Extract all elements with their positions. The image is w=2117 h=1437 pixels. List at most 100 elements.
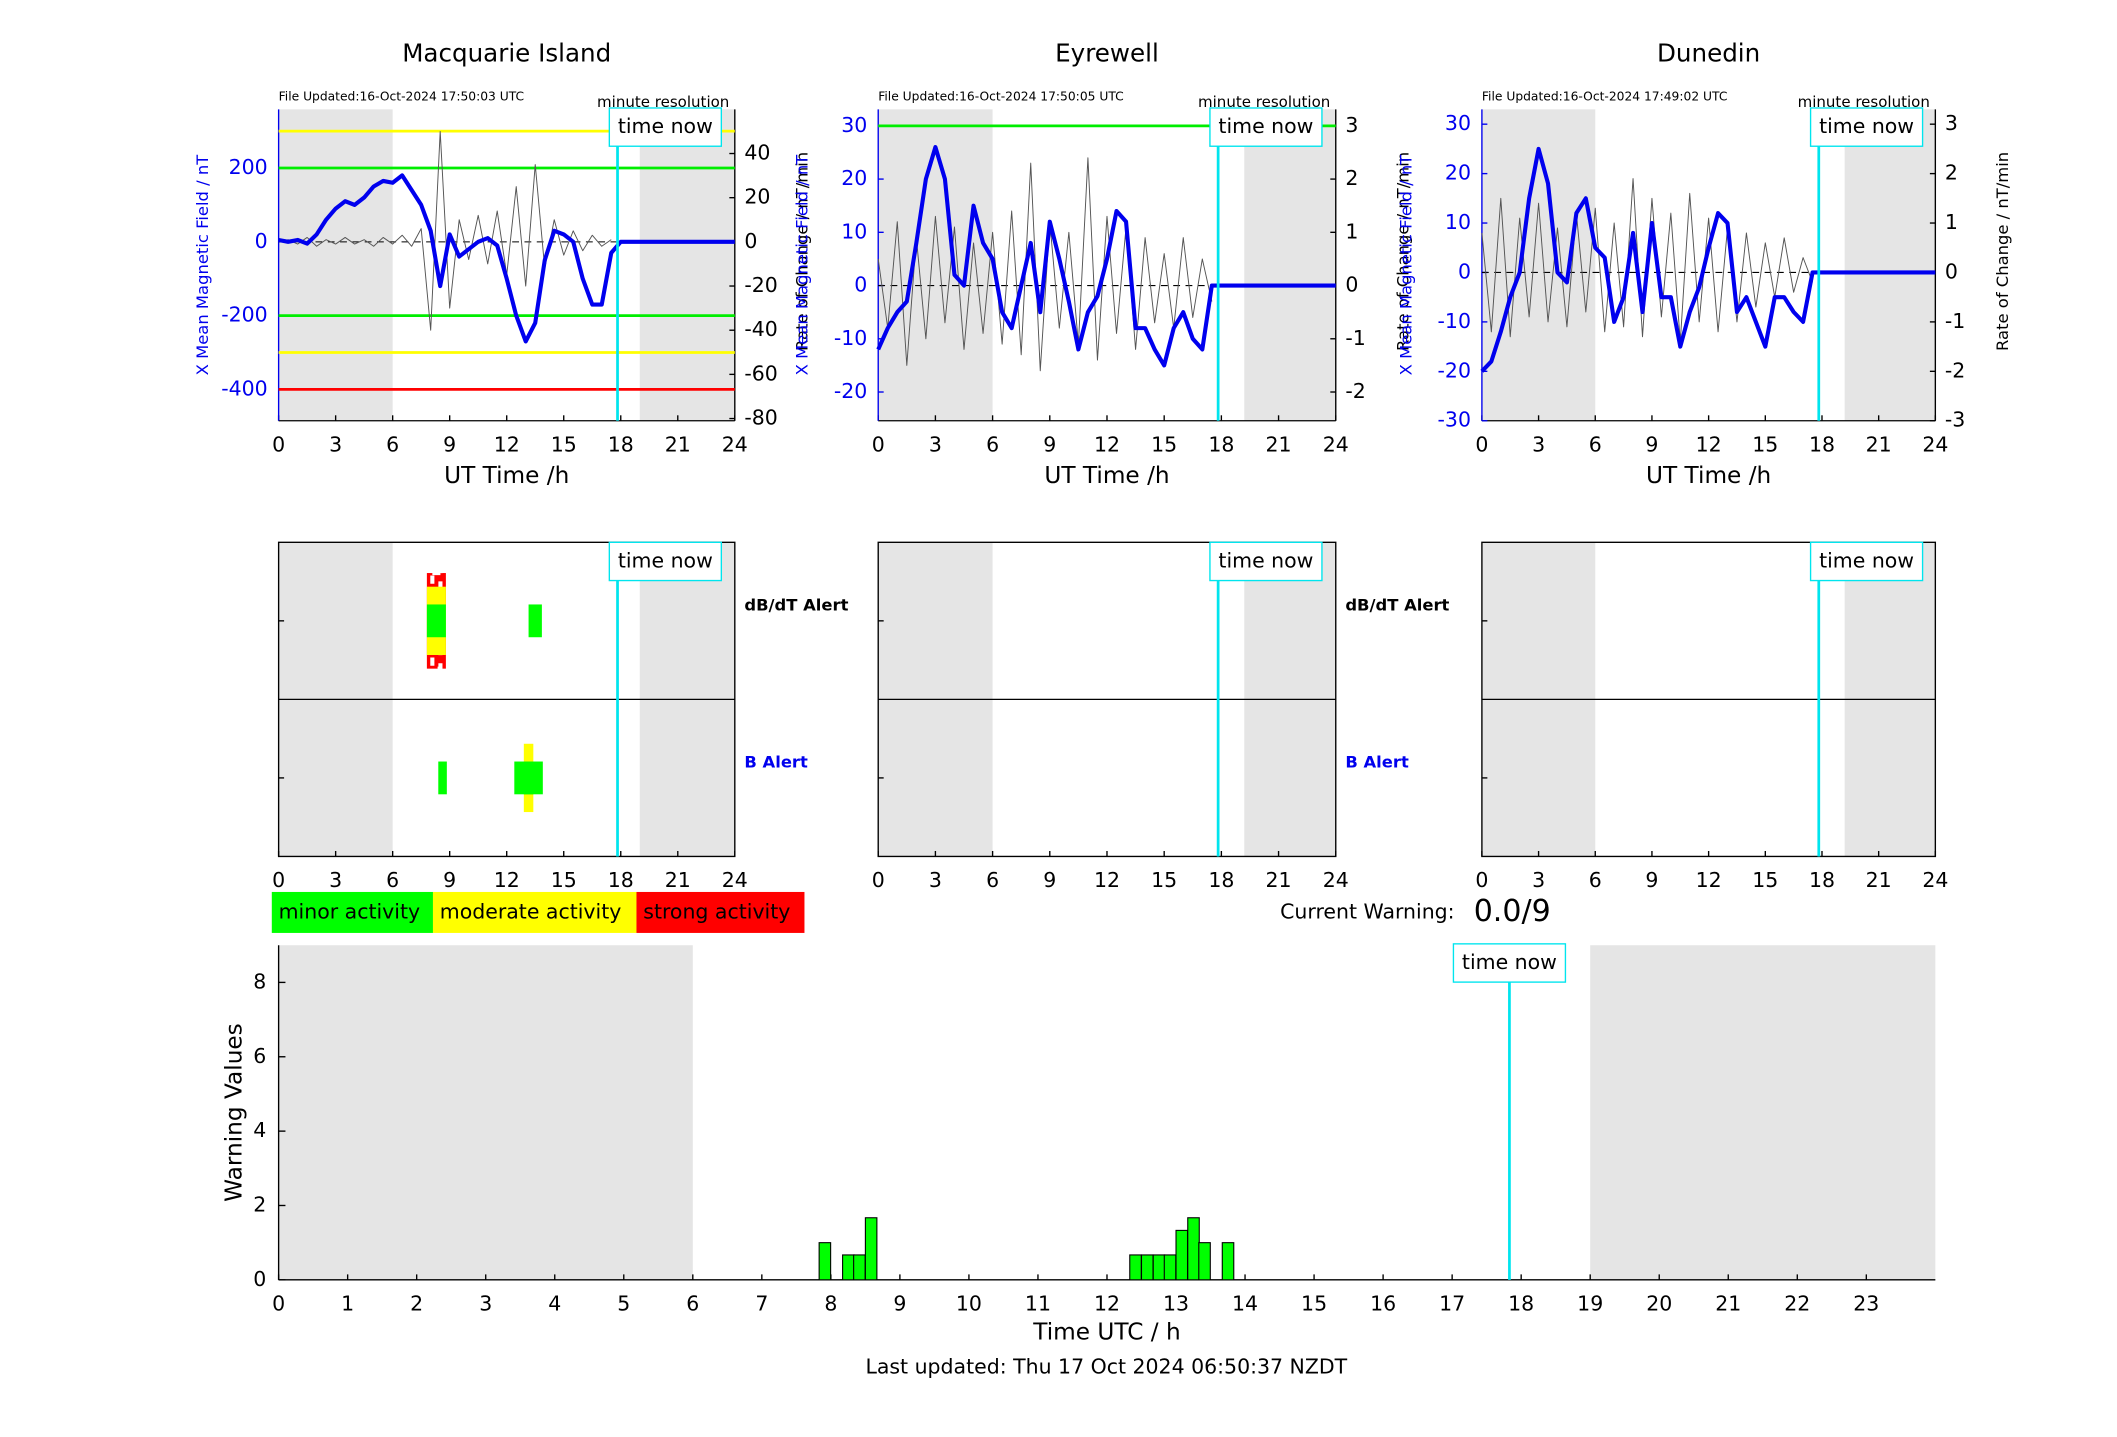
bar: [842, 1254, 855, 1281]
x-tick-label: 21: [1715, 1291, 1741, 1315]
row-label: B Alert: [744, 752, 808, 771]
y2-tick-label: 40: [744, 141, 770, 165]
x-axis-label: Time UTC / h: [1032, 1319, 1180, 1346]
y2-tick-label: -40: [744, 317, 777, 341]
y-tick-label: -400: [221, 376, 267, 400]
x-tick-label: 9: [893, 1291, 906, 1315]
time-now-box: [608, 107, 723, 147]
y2-axis-label: Rate of Change / nT/min: [1394, 152, 1413, 351]
x-tick-label: 3: [1532, 432, 1545, 456]
x-tick-label: 18: [1508, 1291, 1534, 1315]
x-tick-label: 0: [1475, 432, 1488, 456]
y2-tick-label: 2: [1345, 166, 1358, 190]
x-tick-label: 15: [1752, 432, 1778, 456]
bar: [1129, 1254, 1142, 1281]
panel-title: Dunedin: [1657, 39, 1760, 68]
y2-tick-label: 2: [1945, 161, 1958, 185]
x-tick-label: 9: [1645, 868, 1658, 892]
y-tick-label: -20: [834, 379, 867, 403]
shaded-region: [639, 109, 735, 421]
x-tick-label: 0: [1475, 868, 1488, 892]
y2-tick-label: -20: [744, 273, 777, 297]
time-now-box: [1809, 107, 1924, 147]
resolution: minute resolution: [597, 93, 729, 111]
shaded-region: [1244, 109, 1336, 421]
x-tick-label: 24: [1922, 868, 1948, 892]
y2-tick-label: -60: [744, 361, 777, 385]
file-updated: File Updated:16-Oct-2024 17:49:02 UTC: [1482, 90, 1728, 104]
row-label: dB/dT Alert: [744, 595, 848, 614]
time-now-box: [1209, 107, 1323, 147]
x-tick-label: 5: [617, 1291, 630, 1315]
time-now-label: time now: [1218, 548, 1313, 572]
x-tick-label: 9: [443, 432, 456, 456]
y-tick-label: -10: [834, 326, 867, 350]
x-tick-label: 9: [443, 868, 456, 892]
y2-tick-label: -1: [1945, 309, 1965, 333]
y-tick-label: 6: [253, 1044, 266, 1068]
x-tick-label: 21: [1266, 868, 1292, 892]
x-tick-label: 16: [1370, 1291, 1396, 1315]
y2-tick-label: 1: [1945, 210, 1958, 234]
bar: [1221, 1242, 1235, 1281]
y2-tick-label: -2: [1945, 358, 1965, 382]
x-tick-label: 9: [1645, 432, 1658, 456]
x-tick-label: 21: [1266, 432, 1292, 456]
y-axis-label: Warning Values: [220, 1023, 247, 1202]
field-line: [1480, 146, 1936, 373]
y-tick-label: 30: [841, 113, 867, 137]
resolution: minute resolution: [1198, 93, 1330, 111]
y2-tick-label: -3: [1945, 408, 1965, 432]
x-axis-label: UT Time /h: [444, 462, 569, 489]
y-axis-label: X Mean Magnetic Field / nT: [193, 154, 212, 376]
bar: [1163, 1254, 1177, 1281]
time-now-label: time now: [1819, 114, 1914, 138]
time-now-label: time now: [618, 114, 713, 138]
y2-tick-label: -2: [1345, 379, 1365, 403]
y-tick-label: 20: [1445, 161, 1471, 185]
x-tick-label: 24: [722, 432, 748, 456]
x-tick-label: 12: [1094, 868, 1120, 892]
legend-label: strong activity: [643, 899, 790, 923]
time-now-box: [608, 541, 723, 582]
x-tick-label: 22: [1784, 1291, 1810, 1315]
x-tick-label: 12: [1094, 432, 1120, 456]
x-tick-label: 24: [1323, 868, 1349, 892]
y2-tick-label: 0: [1345, 273, 1358, 297]
x-tick-label: 3: [329, 868, 342, 892]
y2-axis-label: Rate of Change / nT/min: [793, 152, 812, 351]
x-tick-label: 15: [1301, 1291, 1327, 1315]
file-updated: File Updated:16-Oct-2024 17:50:03 UTC: [279, 90, 524, 104]
shaded-region: [278, 109, 393, 421]
x-axis-label: UT Time /h: [1646, 462, 1771, 489]
x-axis-label: UT Time /h: [1044, 462, 1169, 489]
y-tick-label: -200: [221, 303, 267, 327]
alert-block: [426, 604, 446, 638]
x-tick-label: 6: [386, 868, 399, 892]
bar: [1187, 1217, 1200, 1281]
x-tick-label: 12: [494, 432, 520, 456]
x-tick-label: 0: [272, 868, 285, 892]
y-tick-label: -10: [1438, 309, 1471, 333]
x-tick-label: 0: [272, 432, 285, 456]
x-tick-label: 9: [1043, 868, 1056, 892]
bar: [1140, 1254, 1154, 1281]
x-tick-label: 0: [272, 1291, 285, 1315]
y2-tick-label: 20: [744, 185, 770, 209]
rate-line: [877, 157, 1213, 372]
x-tick-label: 15: [1752, 868, 1778, 892]
y-tick-label: 10: [1445, 210, 1471, 234]
legend-label: minor activity: [279, 899, 421, 923]
x-tick-label: 0: [872, 868, 885, 892]
file-updated: File Updated:16-Oct-2024 17:50:05 UTC: [878, 90, 1124, 104]
x-tick-label: 17: [1439, 1291, 1465, 1315]
x-tick-label: 15: [1151, 432, 1177, 456]
x-tick-label: 3: [479, 1291, 492, 1315]
y-tick-label: 4: [253, 1118, 266, 1142]
x-tick-label: 7: [755, 1291, 768, 1315]
x-tick-label: 11: [1025, 1291, 1051, 1315]
x-tick-label: 18: [1809, 432, 1835, 456]
alert-block: [514, 761, 543, 795]
warning-label: Current Warning:: [1280, 899, 1454, 923]
x-tick-label: 24: [1922, 432, 1948, 456]
